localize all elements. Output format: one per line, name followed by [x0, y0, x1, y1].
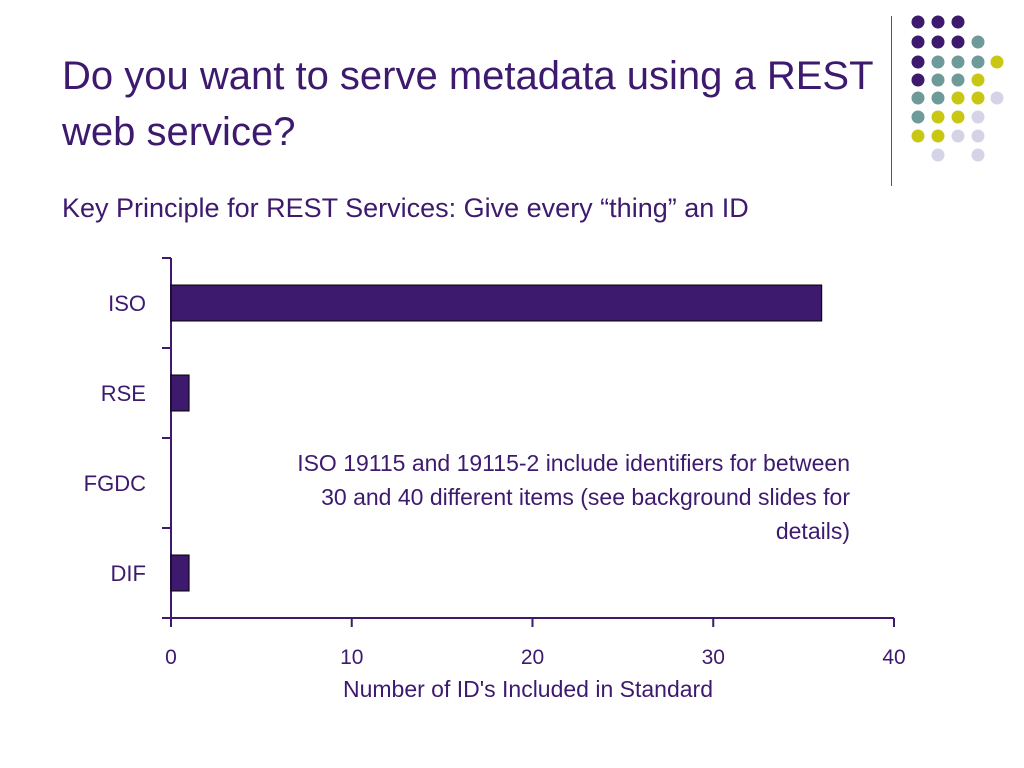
y-category-label: FGDC	[84, 471, 146, 496]
x-tick-label: 0	[165, 646, 177, 669]
slide-title: Do you want to serve metadata using a RE…	[62, 54, 873, 154]
chart-annotation: ISO 19115 and 19115-2 include identifier…	[297, 450, 850, 544]
x-tick-label: 20	[521, 646, 544, 669]
x-tick-label: 30	[702, 646, 725, 669]
bar	[170, 284, 823, 322]
x-axis-label: Number of ID's Included in Standard	[343, 676, 713, 702]
bar	[170, 374, 190, 412]
slide-subtitle: Key Principle for REST Services: Give ev…	[62, 193, 749, 223]
y-category-label: DIF	[111, 561, 146, 586]
x-tick-label: 10	[340, 646, 363, 669]
header-divider	[891, 16, 892, 186]
chart-bars	[170, 284, 823, 592]
x-tick-label: 40	[882, 646, 905, 669]
chart-labels: 0 10 20 30 40 ISO RSE FGDC DIF	[84, 291, 906, 669]
y-category-label: RSE	[101, 381, 146, 406]
y-category-label: ISO	[108, 291, 146, 316]
bar	[170, 554, 190, 592]
